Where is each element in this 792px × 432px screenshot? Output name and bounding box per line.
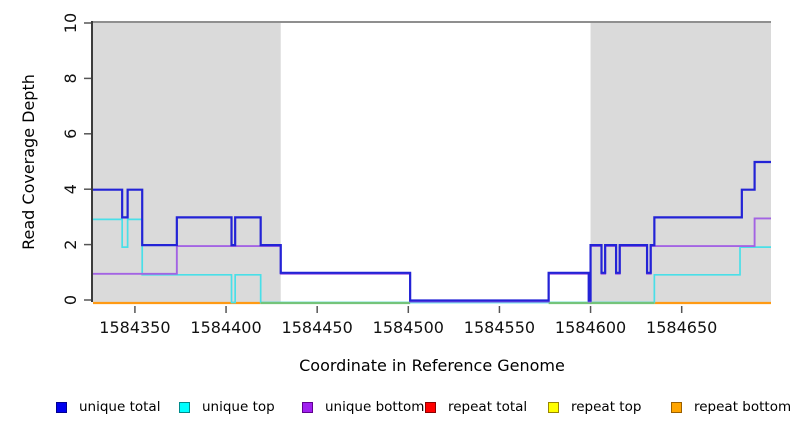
legend-label: unique total <box>79 399 161 415</box>
legend-item-repeat-top: repeat top <box>548 399 671 415</box>
x-tick-label: 1584400 <box>190 318 261 337</box>
legend-item-repeat-bottom: repeat bottom <box>671 399 791 415</box>
y-axis-title: Read Coverage Depth <box>19 74 38 250</box>
legend-label: unique top <box>202 399 275 415</box>
x-axis-title: Coordinate in Reference Genome <box>299 356 565 375</box>
y-tick-label: 0 <box>61 295 80 305</box>
y-tick-label: 4 <box>61 184 80 194</box>
shaded-region <box>93 22 281 302</box>
unique-bottom-swatch-icon <box>302 401 313 413</box>
repeat-top-swatch-icon <box>548 401 559 413</box>
legend-label: repeat top <box>571 399 642 415</box>
legend: unique total unique top unique bottom repea… <box>56 399 791 415</box>
x-tick-label: 1584350 <box>99 318 170 337</box>
repeat-bottom-swatch-icon <box>671 401 682 413</box>
unique-total-swatch-icon <box>56 401 67 413</box>
legend-item-unique-top: unique top <box>179 399 302 415</box>
legend-item-unique-total: unique total <box>56 399 179 415</box>
legend-label: unique bottom <box>325 399 425 415</box>
repeat-total-swatch-icon <box>425 401 436 413</box>
y-tick-label: 10 <box>61 13 80 33</box>
y-tick-label: 2 <box>61 240 80 250</box>
x-tick-label: 1584600 <box>555 318 626 337</box>
series-line-unique-total <box>93 160 771 302</box>
x-tick-label: 1584450 <box>282 318 353 337</box>
shaded-region <box>590 22 771 302</box>
x-tick-label: 1584500 <box>373 318 444 337</box>
series-line-unique-top <box>93 218 771 304</box>
y-tick-label: 8 <box>61 73 80 83</box>
legend-item-unique-bottom: unique bottom <box>302 399 425 415</box>
x-tick-label: 1584650 <box>646 318 717 337</box>
legend-label: repeat bottom <box>694 399 792 415</box>
legend-item-repeat-total: repeat total <box>425 399 548 415</box>
legend-label: repeat total <box>448 399 528 415</box>
unique-top-swatch-icon <box>179 401 190 413</box>
x-tick-label: 1584550 <box>464 318 535 337</box>
y-tick-label: 6 <box>61 129 80 139</box>
